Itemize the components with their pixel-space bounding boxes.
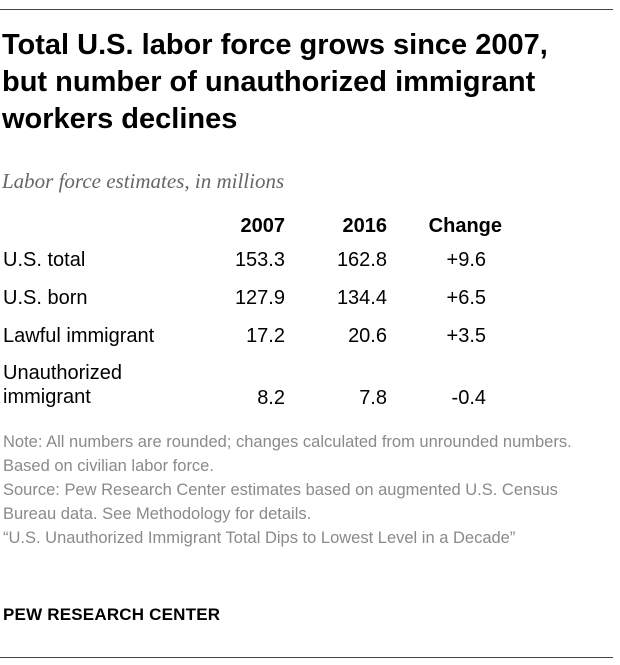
row-label-unauthorized-line-1: Unauthorized <box>3 362 122 384</box>
title-line-3: workers declines <box>2 103 238 135</box>
row-label-unauthorized-line-2: immigrant <box>3 386 91 408</box>
cell-lawful-immigrant-change: +3.5 <box>446 325 486 347</box>
cell-us-total-2016: 162.8 <box>336 249 387 271</box>
note-text: Note: All numbers are rounded; changes c… <box>3 433 572 475</box>
row-label-us-total: U.S. total <box>3 249 86 271</box>
chart-title: Total U.S. labor force grows since 2007,… <box>2 27 612 138</box>
cell-lawful-immigrant-2007: 17.2 <box>246 325 285 347</box>
cell-us-born-2007: 127.9 <box>234 287 285 309</box>
pew-research-center-credit: PEW RESEARCH CENTER <box>3 605 221 624</box>
chart-subtitle: Labor force estimates, in millions <box>2 169 285 193</box>
cell-us-born-change: +6.5 <box>446 287 486 309</box>
cell-us-total-change: +9.6 <box>446 249 486 271</box>
cell-us-born-2016: 134.4 <box>336 287 387 309</box>
report-title-text: “U.S. Unauthorized Immigrant Total Dips … <box>3 529 516 547</box>
cell-us-total-2007: 153.3 <box>234 249 285 271</box>
column-header-change: Change <box>428 215 502 237</box>
column-header-2007: 2007 <box>240 215 286 237</box>
cell-unauthorized-immigrant-change: -0.4 <box>451 387 486 409</box>
title-line-2: but number of unauthorized immigrant <box>2 66 536 98</box>
top-rule <box>0 9 613 10</box>
source-text: Source: Pew Research Center estimates ba… <box>3 481 558 523</box>
bottom-rule <box>0 657 613 658</box>
cell-unauthorized-immigrant-2007: 8.2 <box>257 387 285 409</box>
cell-unauthorized-immigrant-2016: 7.8 <box>359 387 387 409</box>
row-label-us-born: U.S. born <box>3 287 88 309</box>
cell-lawful-immigrant-2016: 20.6 <box>348 325 387 347</box>
title-line-1: Total U.S. labor force grows since 2007, <box>2 29 548 61</box>
row-label-lawful-immigrant: Lawful immigrant <box>3 325 155 347</box>
footnotes: Note: All numbers are rounded; changes c… <box>3 430 615 550</box>
column-header-2016: 2016 <box>342 215 388 237</box>
